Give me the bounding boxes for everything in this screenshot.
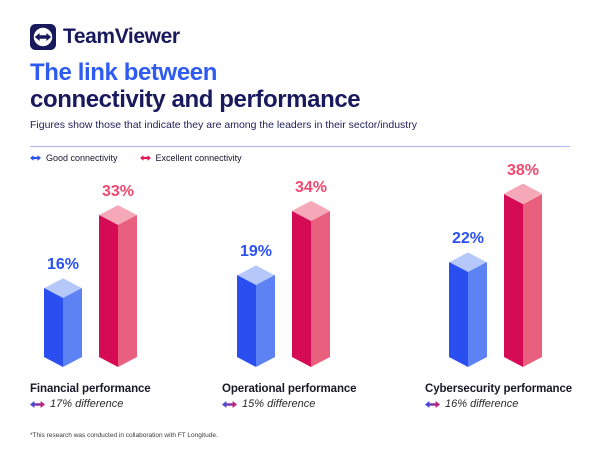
bar-left-face [449,262,468,368]
bar-value-label: 19% [239,243,273,261]
difference-label: 17% difference [50,398,124,410]
bar-pair: 19% 34% [222,150,407,368]
difference-double-arrow-icon [30,400,45,408]
bar-chart: 16% 33% Financial performanc [0,150,600,420]
group-label: Financial performance [30,383,151,395]
bar-column: 22% [449,230,487,368]
brand-name: TeamViewer [63,25,180,48]
chart-group-financial: 16% 33% Financial performanc [30,150,215,410]
bar-column: 33% [99,183,137,368]
bar-column: 19% [237,243,275,368]
bar-left-face [44,288,63,368]
blue-double-arrow-icon [30,155,41,161]
group-label: Cybersecurity performance [425,383,573,395]
bar-left-face [99,215,118,368]
divider-line [30,146,570,147]
bar-right-face [311,210,330,367]
bar-value-label: 33% [101,183,135,201]
bar-right-face [118,215,137,367]
bar-right-face [468,262,487,367]
bar-column: 34% [292,178,330,368]
title-line-2: connectivity and performance [30,86,361,113]
difference-label: 15% difference [242,398,316,410]
pink-double-arrow-icon [139,155,151,161]
group-label: Operational performance [222,383,357,395]
bar-column: 38% [504,161,542,368]
bar-excellent-connectivity [292,200,330,368]
bar-right-face [523,193,542,367]
title-line-1: The link between [30,59,217,86]
bar-value-label: 16% [46,256,80,274]
bar-good-connectivity [449,252,487,368]
bar-right-face [256,275,275,367]
bar-right-face [63,288,82,367]
bar-good-connectivity [237,265,275,368]
chart-legend: Good connectivity Excellent connectivity [30,153,242,163]
bar-left-face [292,210,311,368]
bar-value-label: 38% [506,161,540,179]
subtitle: Figures show those that indicate they ar… [30,119,417,131]
bar-excellent-connectivity [504,183,542,368]
legend-item-excellent-connectivity: Excellent connectivity [139,153,242,163]
bar-left-face [237,275,256,368]
page-title: The link between connectivity and perfor… [30,59,361,113]
bar-excellent-connectivity [99,205,137,368]
footnote: *This research was conducted in collabor… [30,432,218,439]
difference-row: 17% difference [30,398,215,410]
difference-double-arrow-icon [222,400,237,408]
difference-label: 16% difference [445,398,519,410]
chart-group-operational: 19% 34% Operational performa [222,150,407,410]
chart-group-cybersecurity: 22% 38% Cybersecurity perfor [425,150,600,410]
difference-double-arrow-icon [425,400,440,408]
difference-row: 15% difference [222,398,407,410]
bar-column: 16% [44,256,82,368]
bar-pair: 22% 38% [425,150,600,368]
bar-good-connectivity [44,278,82,368]
legend-item-good-connectivity: Good connectivity [30,153,118,163]
difference-row: 16% difference [425,398,600,410]
teamviewer-logo: TeamViewer [30,24,180,50]
legend-label: Good connectivity [46,153,118,163]
bar-pair: 16% 33% [30,150,215,368]
teamviewer-logo-icon [30,24,56,50]
legend-label: Excellent connectivity [155,153,242,163]
bar-left-face [504,193,523,368]
bar-value-label: 34% [294,178,328,196]
bar-value-label: 22% [451,230,485,248]
